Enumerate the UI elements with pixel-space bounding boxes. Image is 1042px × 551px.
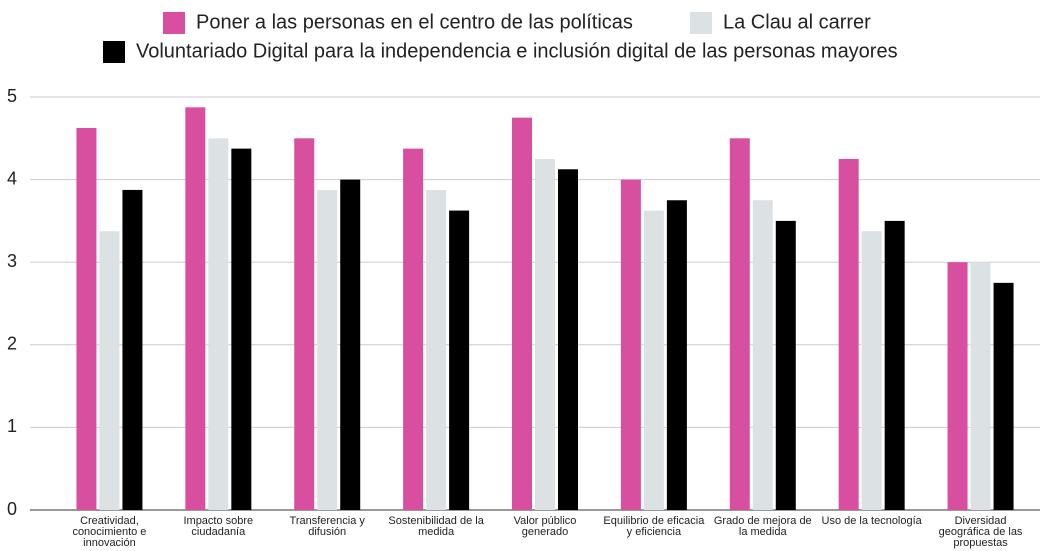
bar: [729, 138, 750, 511]
bar: [317, 189, 338, 511]
bar: [122, 189, 143, 511]
bar: [535, 158, 555, 510]
legend-label: Voluntariado Digital para la independenc…: [136, 40, 898, 62]
bar: [76, 127, 97, 510]
bar: [185, 107, 206, 510]
legend-swatch: [690, 12, 712, 34]
x-tick-label: Sostenibilidad de la medida: [388, 515, 484, 538]
y-tick-label: 1: [7, 416, 17, 436]
bar: [993, 282, 1014, 510]
bar: [99, 231, 120, 510]
bar: [884, 220, 905, 510]
x-tick-label: Impacto sobre ciudadanía: [183, 515, 254, 538]
bar: [558, 169, 578, 510]
bar: [340, 179, 361, 510]
legend-swatch: [103, 41, 125, 63]
bar: [512, 117, 532, 511]
bar: [775, 220, 796, 510]
bar: [426, 189, 447, 511]
x-tick-label: Equilibrio de eficacia y eficiencia: [603, 515, 705, 538]
bar: [294, 138, 315, 511]
legend-swatch: [163, 12, 185, 34]
x-tick-label: Grado de mejora de la medida: [713, 515, 812, 538]
legend-label: La Clau al carrer: [723, 11, 871, 33]
bar: [861, 231, 882, 510]
bar: [666, 200, 687, 510]
y-tick-label: 2: [7, 334, 17, 354]
bar: [970, 262, 991, 510]
bar: [752, 200, 773, 510]
y-tick-label: 5: [7, 86, 17, 106]
x-tick-label: Uso de la tecnología: [821, 515, 922, 527]
x-tick-label: Creatividad, conocimiento e innovación: [72, 515, 147, 549]
y-tick-label: 0: [7, 499, 17, 519]
y-tick-label: 4: [7, 168, 17, 188]
bar: [208, 138, 229, 511]
bar: [643, 210, 664, 510]
bar: [231, 148, 252, 510]
x-tick-label: Diversidad geográfica de las propuestas: [938, 515, 1023, 549]
bar: [449, 210, 470, 510]
legend-label: Poner a las personas en el centro de las…: [196, 11, 633, 33]
x-tick-label: Valor público generado: [513, 515, 577, 538]
y-tick-label: 3: [7, 251, 17, 271]
bar: [620, 179, 641, 510]
bar: [947, 262, 968, 510]
bar: [403, 148, 424, 510]
bar: [838, 158, 859, 510]
x-tick-label: Transferencia y difusión: [289, 515, 365, 538]
